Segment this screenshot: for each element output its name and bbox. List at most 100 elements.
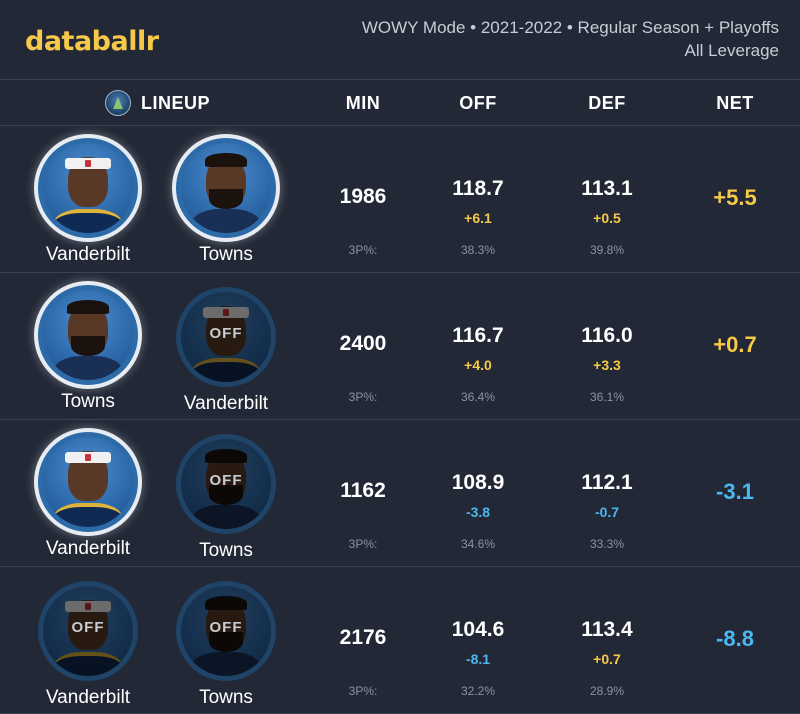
off-rating: 108.9	[451, 471, 505, 494]
player-name: Vanderbilt	[45, 244, 131, 265]
off-rating: 118.7	[452, 177, 504, 200]
jersey-shape	[53, 209, 123, 233]
lineup-header: LINEUP	[105, 90, 210, 116]
off-delta: +6.1	[464, 210, 492, 226]
off-rating: 116.7	[452, 324, 504, 347]
net-header[interactable]: NET	[716, 93, 754, 113]
def-3p-value: 36.1%	[589, 390, 625, 404]
player-name: Towns	[199, 687, 253, 708]
player-headshot	[34, 134, 142, 242]
player-card[interactable]: OFF Vanderbilt	[23, 581, 153, 709]
player-headshot: OFF	[176, 434, 276, 534]
jersey-shape	[53, 652, 123, 676]
off-badge: OFF	[209, 472, 243, 489]
def-rating: 113.4	[581, 618, 633, 641]
jersey-shape	[191, 358, 261, 382]
off-delta: -8.1	[465, 651, 491, 667]
lineup-row[interactable]: Towns OFF Vanderbilt 2400 116.7 +4.0 116.0 +3.3…	[0, 273, 800, 420]
headshot-image	[43, 143, 133, 233]
def-rating: 116.0	[581, 324, 633, 347]
lineup-row[interactable]: OFF Vanderbilt OFF Towns 2176 104.6 -8.1 113.4 +…	[0, 567, 800, 714]
hair-shape	[67, 300, 109, 314]
headshot-image	[181, 292, 271, 382]
beard-shape	[209, 485, 243, 505]
beard-shape	[209, 189, 243, 209]
player-card[interactable]: OFF Towns	[161, 581, 291, 709]
headband-shape	[65, 601, 111, 612]
filter-summary-line2[interactable]: All Leverage	[684, 41, 779, 60]
off-delta: +4.0	[464, 357, 492, 373]
off-badge: OFF	[209, 325, 243, 342]
player-card[interactable]: Vanderbilt	[23, 428, 153, 560]
def-delta: +0.5	[593, 210, 621, 226]
filter-summary-line1[interactable]: WOWY Mode • 2021-2022 • Regular Season +…	[361, 18, 779, 37]
def-delta: +0.7	[593, 651, 621, 667]
jersey-shape	[53, 356, 123, 380]
def-header[interactable]: DEF	[588, 93, 626, 113]
def-delta: +3.3	[593, 357, 621, 373]
threep-label: 3P%:	[348, 684, 378, 698]
off-header[interactable]: OFF	[459, 93, 497, 113]
net-rating: -8.8	[716, 626, 754, 651]
def-rating: 113.1	[581, 177, 633, 200]
headband-shape	[203, 307, 249, 318]
player-headshot: OFF	[176, 581, 276, 681]
player-name: Vanderbilt	[45, 687, 131, 708]
player-card[interactable]: Towns	[161, 134, 291, 266]
headshot-image	[43, 437, 133, 527]
off-3p-value: 34.6%	[460, 537, 496, 551]
off-delta: -3.8	[465, 504, 491, 520]
threep-label: 3P%:	[348, 243, 378, 257]
header: databallr WOWY Mode • 2021-2022 • Regula…	[0, 0, 800, 80]
player-card[interactable]: OFF Towns	[161, 434, 291, 562]
player-name: Vanderbilt	[45, 538, 131, 559]
def-rating: 112.1	[581, 471, 633, 494]
column-header: LINEUP MIN OFF DEF NET	[0, 80, 800, 126]
hair-shape	[205, 153, 247, 167]
minutes-value: 1986	[339, 185, 387, 208]
headshot-image	[181, 586, 271, 676]
off-3p-value: 32.2%	[460, 684, 496, 698]
minutes-value: 2176	[339, 626, 387, 649]
off-3p-value: 38.3%	[460, 243, 496, 257]
player-card[interactable]: OFF Vanderbilt	[161, 287, 291, 415]
lineup-row[interactable]: Vanderbilt OFF Towns 1162 108.9 -3.8 112.1 -0.7…	[0, 420, 800, 567]
beard-shape	[209, 632, 243, 652]
net-rating: +5.5	[713, 185, 757, 210]
lineup-header-label: LINEUP	[141, 92, 211, 113]
jersey-shape	[191, 652, 261, 676]
off-rating: 104.6	[451, 618, 505, 641]
def-3p-value: 33.3%	[589, 537, 625, 551]
player-name: Towns	[61, 391, 115, 412]
net-rating: +0.7	[713, 332, 757, 357]
headband-shape	[65, 158, 111, 169]
off-badge: OFF	[71, 619, 105, 636]
player-card[interactable]: Vanderbilt	[23, 134, 153, 266]
def-3p-value: 28.9%	[589, 684, 625, 698]
threep-label: 3P%:	[348, 390, 378, 404]
beard-shape	[71, 336, 105, 356]
player-headshot: OFF	[176, 287, 276, 387]
jersey-shape	[53, 503, 123, 527]
filter-summary: WOWY Mode • 2021-2022 • Regular Season +…	[362, 16, 779, 62]
headshot-image	[43, 586, 133, 676]
player-headshot: OFF	[38, 581, 138, 681]
timberwolves-logo-icon	[105, 90, 131, 116]
headshot-image	[181, 143, 271, 233]
lineup-row[interactable]: Vanderbilt Towns 1986 118.7 +6.1 113.1 +0.5 +5.…	[0, 126, 800, 273]
threep-label: 3P%:	[348, 537, 378, 551]
headshot-image	[43, 290, 133, 380]
player-card[interactable]: Towns	[23, 281, 153, 413]
headband-shape	[65, 452, 111, 463]
hair-shape	[205, 449, 247, 463]
min-header[interactable]: MIN	[345, 93, 381, 113]
jersey-shape	[191, 209, 261, 233]
off-badge: OFF	[209, 619, 243, 636]
net-rating: -3.1	[716, 479, 754, 504]
def-delta: -0.7	[594, 504, 620, 520]
databallr-logo[interactable]: databallr	[25, 26, 159, 57]
minutes-value: 2400	[339, 332, 387, 355]
off-3p-value: 36.4%	[460, 390, 496, 404]
jersey-shape	[191, 505, 261, 529]
player-headshot	[172, 134, 280, 242]
